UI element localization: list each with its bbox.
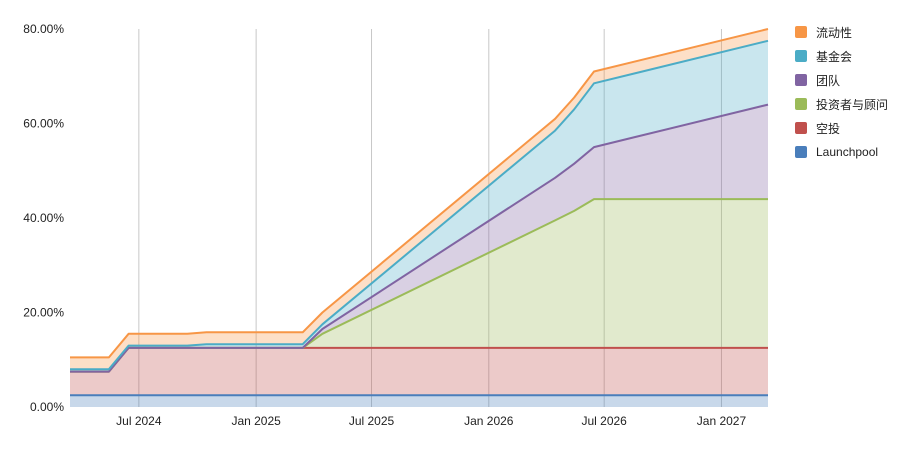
legend-swatch <box>795 50 807 62</box>
x-tick-label: Jul 2026 <box>581 414 627 428</box>
legend-item-series-2: 空投 <box>795 116 888 140</box>
line-layer <box>70 28 769 397</box>
axis-layer: Jul 2024 Jan 2025 Jul 2025 Jan 2026 Jul 2026… <box>23 22 746 428</box>
line-series-4 <box>70 103 769 373</box>
legend-swatch <box>795 122 807 134</box>
legend-item-series-4: 团队 <box>795 68 888 92</box>
x-tick-label: Jul 2024 <box>116 414 162 428</box>
area-series-2 <box>70 347 768 396</box>
legend-label: 团队 <box>816 73 841 88</box>
legend-swatch <box>795 146 807 158</box>
x-tick-label: Jul 2025 <box>349 414 395 428</box>
line-series-6 <box>70 28 769 359</box>
y-tick-label: 0.00% <box>30 400 64 414</box>
legend-label: 基金会 <box>816 49 853 64</box>
line-series-5 <box>70 39 769 371</box>
legend-item-series-6: 流动性 <box>795 20 888 44</box>
y-tick-label: 20.00% <box>23 306 64 320</box>
area-series-3 <box>70 199 768 372</box>
area-series-4 <box>70 104 768 372</box>
x-tick-label: Jan 2026 <box>464 414 514 428</box>
chart-legend: 流动性基金会团队投资者与顾问 空投 Launchpool <box>795 20 888 164</box>
legend-label: 投资者与顾问 <box>816 97 889 112</box>
legend-label: Launchpool <box>816 145 879 159</box>
grid-layer <box>138 29 722 407</box>
legend-item-series-5: 基金会 <box>795 44 888 68</box>
area-series-5 <box>70 40 768 372</box>
legend-label: 流动性 <box>816 25 853 40</box>
legend-swatch <box>795 74 807 86</box>
legend-label: 空投 <box>816 121 841 136</box>
y-tick-label: 40.00% <box>23 211 64 225</box>
area-series-6 <box>70 29 768 370</box>
legend-item-series-3: 投资者与顾问 <box>795 92 888 116</box>
area-layer <box>70 29 768 407</box>
y-tick-label: 60.00% <box>23 117 64 131</box>
y-tick-label: 80.00% <box>23 22 64 36</box>
legend-swatch <box>795 98 807 110</box>
legend-item-launchpool: Launchpool <box>795 140 888 164</box>
x-tick-label: Jan 2027 <box>697 414 747 428</box>
legend-swatch <box>795 26 807 38</box>
x-tick-label: Jan 2025 <box>231 414 281 428</box>
area-launchpool <box>70 395 768 407</box>
